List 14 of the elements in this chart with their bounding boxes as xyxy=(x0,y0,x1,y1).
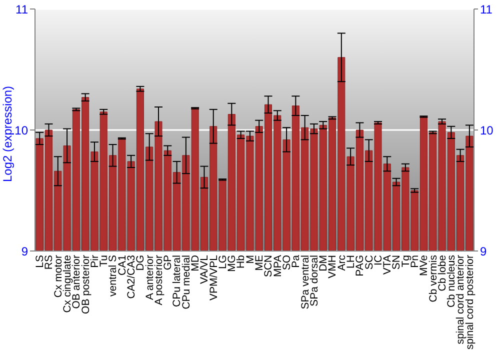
x-tick-label: MVe xyxy=(418,254,430,276)
x-tick-label: Pa xyxy=(290,254,302,268)
y2-tick-label: 9 xyxy=(480,244,487,258)
x-tick-label: SPa dorsal xyxy=(308,255,320,306)
x-tick-label: CPu medial xyxy=(180,255,192,310)
y-tick-label: 10 xyxy=(14,123,28,138)
x-tick-label: Cb lobe xyxy=(436,254,448,292)
y2-tick-label: 10 xyxy=(480,123,494,138)
y-tick-label: 11 xyxy=(16,2,28,16)
x-tick-label: RS xyxy=(43,255,56,270)
y2-tick-label: 11 xyxy=(480,2,493,16)
x-tick-label: Cx cingulate xyxy=(61,254,74,313)
y-tick-label: 9 xyxy=(21,244,28,258)
y-axis-title: Log2 (expression) xyxy=(0,86,14,182)
